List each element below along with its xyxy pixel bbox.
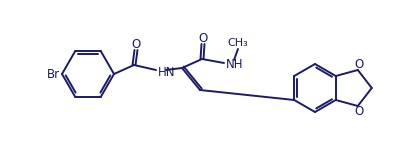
Text: Br: Br (47, 68, 60, 81)
Text: O: O (198, 32, 207, 45)
Text: O: O (131, 38, 141, 51)
Text: HN: HN (158, 66, 176, 80)
Text: O: O (354, 58, 363, 72)
Text: O: O (354, 105, 363, 117)
Text: CH₃: CH₃ (228, 38, 248, 48)
Text: NH: NH (226, 58, 244, 72)
